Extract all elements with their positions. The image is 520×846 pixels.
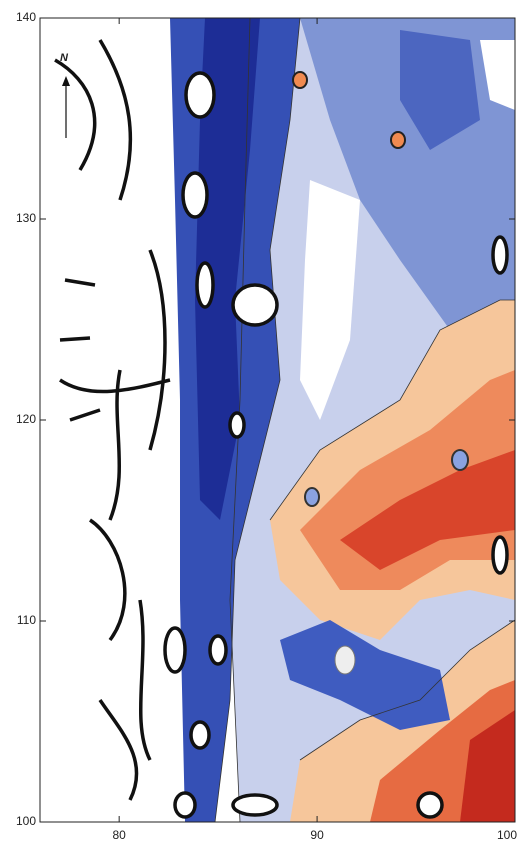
y-tick-label: 110 — [17, 613, 36, 627]
north-arrow-head — [62, 76, 70, 86]
y-tick-label: 140 — [16, 10, 36, 24]
x-tick-label: 100 — [497, 828, 517, 842]
y-tick-label: 100 — [16, 814, 36, 828]
y-tick-label: 130 — [16, 211, 36, 225]
x-tick-label: 80 — [112, 828, 126, 842]
x-tick-label: 90 — [310, 828, 324, 842]
north-label: N — [60, 52, 69, 64]
y-tick-label: 120 — [16, 412, 36, 426]
contour-field — [40, 18, 515, 822]
